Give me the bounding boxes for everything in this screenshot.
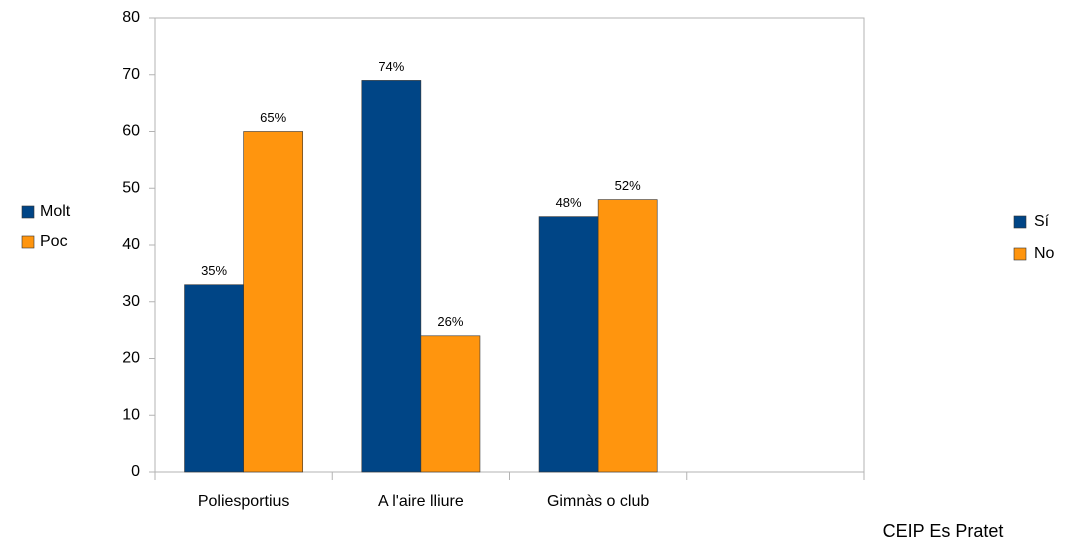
y-tick-label: 20	[122, 350, 140, 367]
x-tick-label: Gimnàs o club	[547, 493, 649, 510]
y-tick-label: 70	[122, 66, 140, 83]
y-tick-label: 60	[122, 123, 140, 140]
legend-swatch	[21, 235, 35, 249]
legend-swatch	[21, 205, 35, 219]
bar	[420, 335, 481, 473]
y-tick-label: 0	[131, 463, 140, 480]
y-tick-label: 10	[122, 406, 140, 423]
value-label: 52%	[615, 178, 641, 193]
x-tick-label: Poliesportius	[198, 493, 290, 510]
value-label: 65%	[260, 110, 286, 125]
x-tick-label: A l'aire lliure	[378, 493, 464, 510]
bar	[538, 216, 599, 473]
value-label: 26%	[437, 314, 463, 329]
bar	[243, 131, 304, 473]
y-tick-label: 30	[122, 293, 140, 310]
legend-label: Poc	[40, 233, 68, 250]
legend-label: Sí	[1034, 213, 1050, 230]
legend-swatch	[1013, 247, 1027, 261]
legend-swatch	[1013, 215, 1027, 229]
bar	[597, 199, 658, 473]
y-tick-label: 80	[122, 9, 140, 26]
bar	[361, 80, 422, 473]
annotation: CEIP Es Pratet	[883, 521, 1004, 541]
legend-label: No	[1034, 245, 1055, 262]
y-tick-label: 40	[122, 236, 140, 253]
value-label: 74%	[378, 59, 404, 74]
y-tick-label: 50	[122, 179, 140, 196]
value-label: 48%	[556, 195, 582, 210]
value-label: 35%	[201, 263, 227, 278]
legend-label: Molt	[40, 203, 71, 220]
bar	[184, 284, 244, 473]
